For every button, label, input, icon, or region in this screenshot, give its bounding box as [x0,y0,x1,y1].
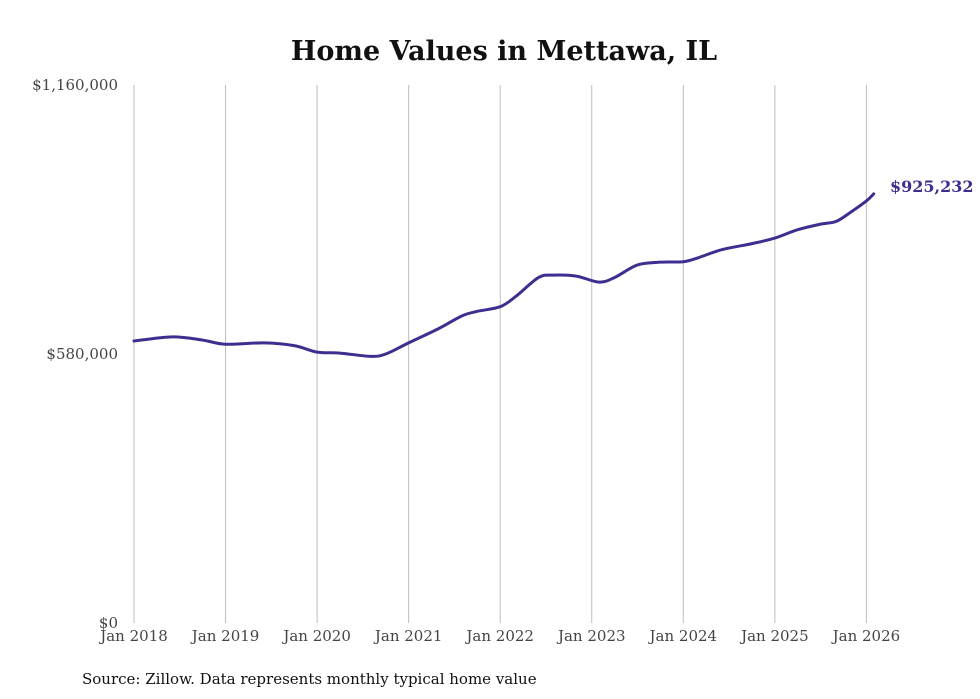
x-tick-label: Jan 2018 [98,627,168,645]
gridlines [133,85,867,623]
chart-title: Home Values in Mettawa, IL [291,36,717,67]
series-line [132,192,876,358]
end-value-label: $925,232 [890,177,974,196]
x-tick-label: Jan 2026 [831,627,901,645]
y-axis: $0 $580,000 $1,160,000 [32,76,118,632]
x-tick-label: Jan 2022 [464,627,534,645]
x-tick-label: Jan 2023 [556,627,626,645]
y-tick-label: $580,000 [46,345,118,363]
x-tick-label: Jan 2021 [373,627,443,645]
x-tick-label: Jan 2025 [739,627,809,645]
y-tick-label: $0 [99,614,118,632]
y-tick-label: $1,160,000 [32,76,118,94]
source-note: Source: Zillow. Data represents monthly … [82,670,537,688]
x-tick-label: Jan 2020 [281,627,351,645]
x-tick-label: Jan 2019 [190,627,260,645]
x-axis: Jan 2018 Jan 2019 Jan 2020 Jan 2021 Jan 2022… [98,627,900,645]
x-tick-label: Jan 2024 [648,627,718,645]
